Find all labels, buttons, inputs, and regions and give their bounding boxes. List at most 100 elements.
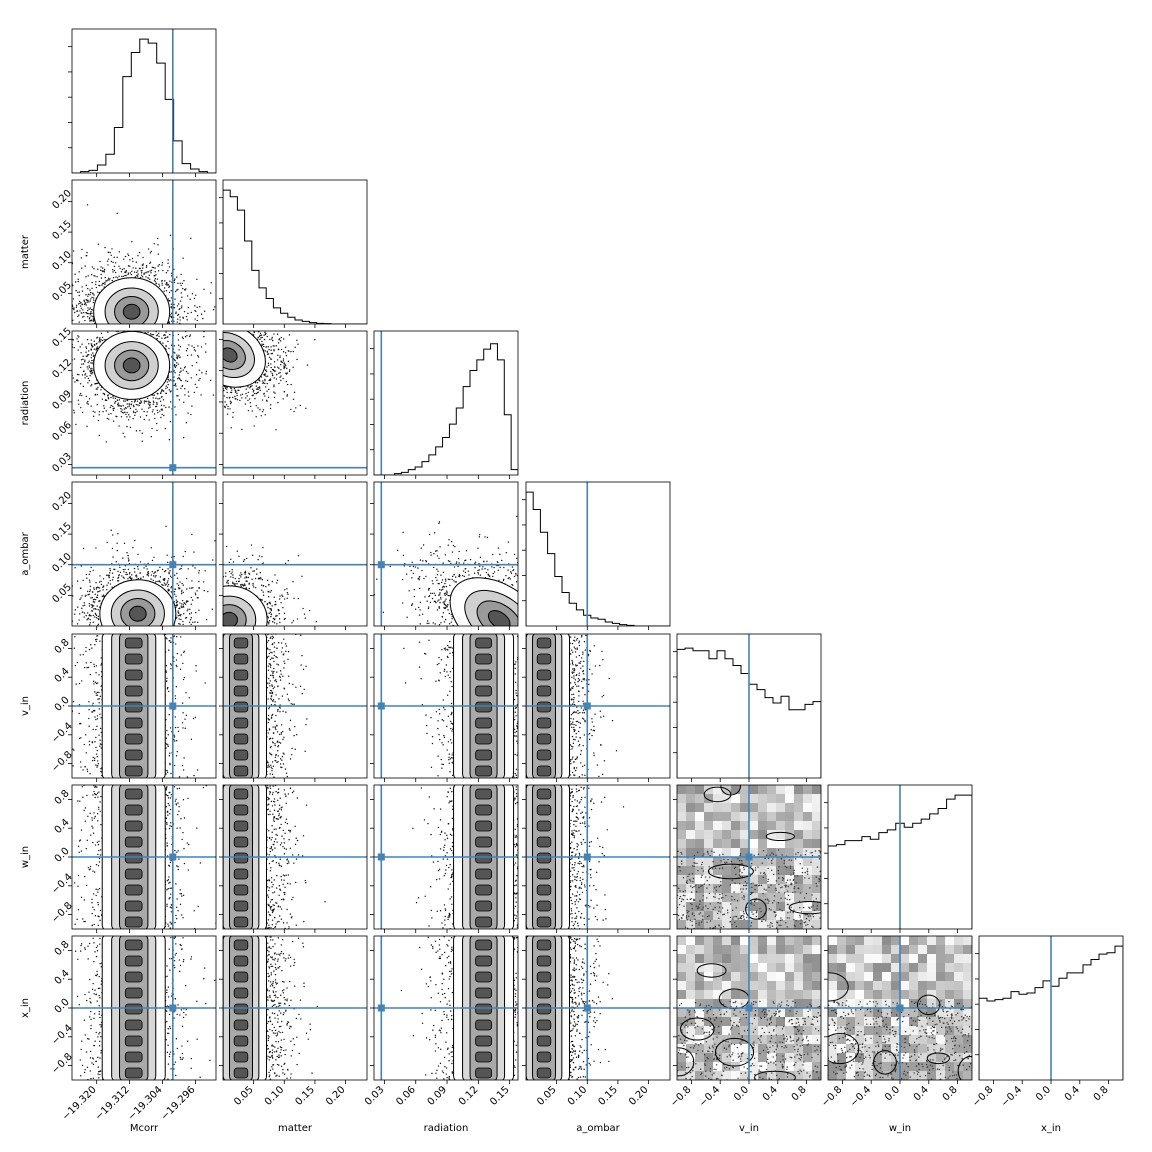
sample-point <box>123 412 124 413</box>
sample-point <box>208 325 209 326</box>
sample-point <box>180 283 181 284</box>
sample-point <box>230 328 231 329</box>
sample-point <box>107 395 108 396</box>
sample-point <box>47 264 48 265</box>
sample-point <box>82 412 83 413</box>
sample-point <box>201 326 202 327</box>
sample-point <box>217 345 218 346</box>
sample-point <box>137 270 138 271</box>
sample-point <box>166 272 167 273</box>
sample-point <box>118 266 119 267</box>
sample-point <box>224 325 225 326</box>
sample-point <box>154 395 155 396</box>
sample-point <box>79 271 80 272</box>
y-tick-label: 0.20 <box>50 188 74 212</box>
sample-point <box>109 278 110 279</box>
sample-point <box>242 394 243 395</box>
sample-point <box>90 311 91 312</box>
sample-point <box>106 410 107 411</box>
sample-point <box>114 402 115 403</box>
sample-point <box>219 359 220 360</box>
sample-point <box>92 324 93 325</box>
sample-point <box>77 380 78 381</box>
sample-point <box>87 288 88 289</box>
x-tick-label: 0.8 <box>1092 1084 1111 1103</box>
sample-point <box>191 354 192 355</box>
sample-point <box>175 326 176 327</box>
sample-point <box>66 297 67 298</box>
sample-point <box>226 404 227 405</box>
sample-point <box>278 342 279 343</box>
sample-point <box>182 288 183 289</box>
sample-point <box>61 306 62 307</box>
sample-point <box>96 276 97 277</box>
sample-point <box>116 329 117 330</box>
sample-point <box>163 335 164 336</box>
sample-point <box>94 341 95 342</box>
sample-point <box>103 327 104 328</box>
sample-point <box>79 303 80 304</box>
sample-point <box>114 257 115 258</box>
sample-point <box>133 326 134 327</box>
sample-point <box>122 412 123 413</box>
sample-point <box>150 333 151 334</box>
sample-point <box>131 241 132 242</box>
sample-point <box>268 346 269 347</box>
sample-point <box>130 272 131 273</box>
sample-point <box>219 351 220 352</box>
sample-point <box>86 426 87 427</box>
sample-point <box>239 400 240 401</box>
sample-point <box>69 405 70 406</box>
sample-point <box>270 346 271 347</box>
sample-point <box>66 313 67 314</box>
sample-point <box>127 274 128 275</box>
sample-point <box>218 356 219 357</box>
sample-point <box>158 284 159 285</box>
sample-point <box>154 418 155 419</box>
sample-point <box>263 393 264 394</box>
sample-point <box>265 386 266 387</box>
sample-point <box>220 368 221 369</box>
sample-point <box>175 313 176 314</box>
sample-point <box>236 395 237 396</box>
sample-point <box>80 393 81 394</box>
sample-point <box>96 337 97 338</box>
sample-point <box>143 411 144 412</box>
sample-point <box>174 329 175 330</box>
sample-point <box>147 329 148 330</box>
sample-point <box>271 329 272 330</box>
sample-point <box>69 374 70 375</box>
sample-point <box>186 350 187 351</box>
sample-point <box>114 266 115 267</box>
sample-point <box>70 319 71 320</box>
sample-point <box>150 262 151 263</box>
sample-point <box>115 262 116 263</box>
sample-point <box>155 278 156 279</box>
sample-point <box>79 321 80 322</box>
sample-point <box>162 262 163 263</box>
sample-point <box>124 436 125 437</box>
sample-point <box>217 353 218 354</box>
sample-point <box>136 327 137 328</box>
sample-point <box>16 323 17 324</box>
sample-point <box>144 402 145 403</box>
sample-point <box>164 290 165 291</box>
sample-point <box>96 287 97 288</box>
contour <box>123 358 140 373</box>
sample-point <box>174 352 175 353</box>
sample-point <box>273 384 274 385</box>
sample-point <box>217 365 218 366</box>
sample-point <box>126 270 127 271</box>
sample-point <box>149 404 150 405</box>
sample-point <box>176 354 177 355</box>
sample-point <box>139 405 140 406</box>
sample-point <box>89 294 90 295</box>
sample-point <box>83 371 84 372</box>
sample-point <box>74 381 75 382</box>
sample-point <box>121 416 122 417</box>
sample-point <box>107 328 108 329</box>
sample-point <box>256 405 257 406</box>
sample-point <box>221 347 222 348</box>
sample-point <box>178 377 179 378</box>
sample-point <box>177 326 178 327</box>
